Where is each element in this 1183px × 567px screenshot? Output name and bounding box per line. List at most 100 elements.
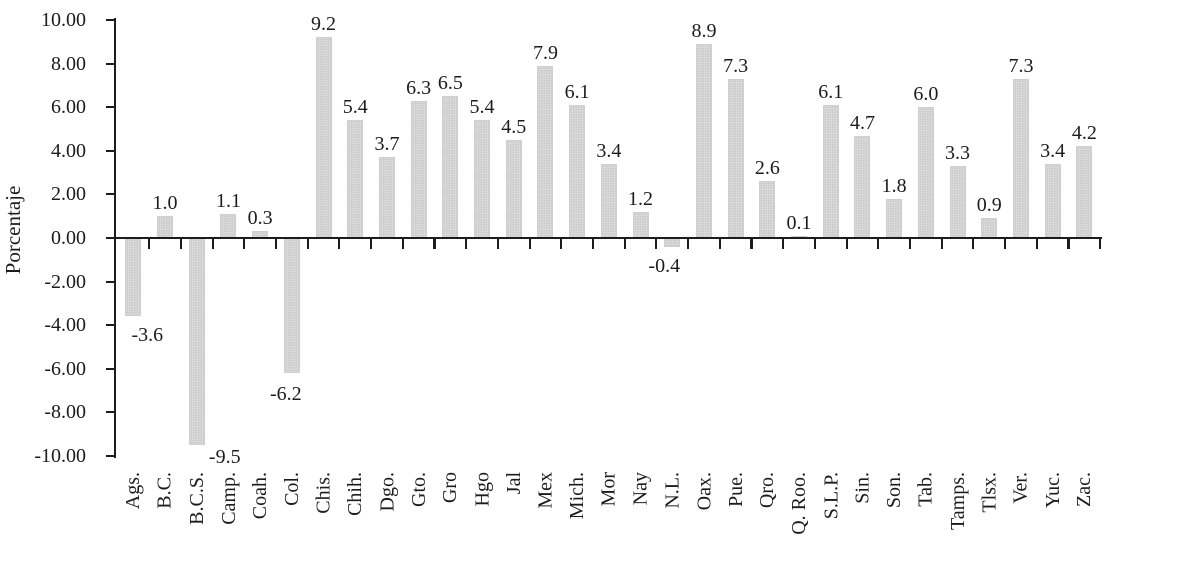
x-category-label: N.L. <box>661 472 684 509</box>
bar <box>632 211 649 238</box>
bar-value-label: 7.3 <box>723 54 749 77</box>
bar-value-label: -0.4 <box>648 254 681 277</box>
x-tick-mark <box>401 238 404 249</box>
bar-value-label: -9.5 <box>208 446 241 469</box>
bar <box>1076 146 1093 238</box>
bar <box>188 238 205 446</box>
y-tick-mark <box>105 106 114 109</box>
x-category-label: Ags. <box>122 472 145 510</box>
bar-value-label: 3.7 <box>374 133 400 156</box>
bar-value-label: 6.5 <box>437 72 463 95</box>
x-tick-mark <box>782 238 785 249</box>
x-category-label: Chih. <box>344 472 367 516</box>
bar <box>474 120 491 238</box>
y-tick-mark <box>105 280 114 283</box>
bar <box>886 198 903 238</box>
bar <box>125 238 142 317</box>
x-tick-mark <box>179 238 182 249</box>
bar-value-label: 8.9 <box>691 19 717 42</box>
x-tick-mark <box>591 238 595 249</box>
x-tick-mark <box>496 238 499 249</box>
x-tick-mark <box>877 238 880 249</box>
x-tick-mark <box>528 238 531 249</box>
x-category-label: Chis. <box>312 472 335 514</box>
bar <box>410 100 427 238</box>
bar-value-label: 6.1 <box>818 81 844 104</box>
x-tick-mark <box>908 238 912 249</box>
x-tick-mark <box>465 238 468 249</box>
x-tick-mark <box>813 238 816 249</box>
x-category-label: Oax. <box>692 472 715 511</box>
x-tick-mark <box>718 238 721 249</box>
bar-value-label: 3.4 <box>1040 139 1066 162</box>
x-tick-mark <box>370 238 373 249</box>
bar <box>315 37 332 238</box>
x-category-label: Yuc. <box>1041 472 1064 509</box>
x-category-label: Pue. <box>724 472 747 507</box>
y-tick-mark <box>105 18 114 22</box>
x-tick-mark <box>1067 238 1070 249</box>
y-tick-label: -2.00 <box>44 270 86 293</box>
bar-value-label: 1.0 <box>152 192 178 215</box>
y-tick-label: 0.00 <box>51 227 86 249</box>
x-category-label: Zac. <box>1073 472 1096 507</box>
x-tick-mark <box>1099 238 1102 249</box>
x-tick-mark <box>623 238 626 249</box>
bar-value-label: 0.9 <box>976 194 1002 217</box>
x-category-label: Dgo. <box>375 472 398 512</box>
x-category-label: Gro <box>439 472 462 504</box>
x-category-label: Q. Roo. <box>788 472 811 535</box>
bar-value-label: 6.1 <box>564 81 590 104</box>
y-tick-label: -4.00 <box>44 314 86 337</box>
bar-value-label: 0.1 <box>786 211 812 234</box>
bar-value-label: -3.6 <box>131 324 164 347</box>
bar-value-label: 3.3 <box>945 142 971 165</box>
bar-value-label: 6.0 <box>913 83 939 106</box>
x-tick-mark <box>940 238 943 249</box>
y-tick-mark <box>105 62 114 65</box>
x-tick-mark <box>338 238 341 249</box>
x-category-label: Nay <box>629 472 652 506</box>
y-tick-mark <box>105 411 114 414</box>
x-category-label: Coah. <box>249 472 272 520</box>
x-category-label: Hgo <box>471 472 494 507</box>
bar <box>347 120 364 238</box>
x-tick-mark <box>306 238 309 249</box>
x-category-label: Tlsx. <box>978 472 1001 513</box>
bar-value-label: 7.3 <box>1008 54 1034 77</box>
y-tick-label: -6.00 <box>44 357 86 380</box>
bar <box>664 238 681 247</box>
y-tick-label: 2.00 <box>51 183 86 206</box>
x-tick-mark <box>560 238 563 249</box>
bar <box>727 78 744 238</box>
y-tick-mark <box>105 454 114 458</box>
x-tick-mark <box>845 238 848 249</box>
x-category-label: Sin. <box>851 472 874 504</box>
x-tick-mark <box>687 238 690 249</box>
bar <box>157 216 174 238</box>
x-tick-mark <box>433 238 436 249</box>
x-tick-mark <box>211 238 214 249</box>
y-tick-label: 10.00 <box>41 9 86 31</box>
x-tick-mark <box>655 238 658 249</box>
y-tick-label: -10.00 <box>34 445 86 467</box>
bar-value-label: -6.2 <box>270 383 302 406</box>
bar-value-label: 3.4 <box>596 139 622 162</box>
bar-value-label: 5.4 <box>469 96 495 119</box>
y-tick-mark <box>105 236 114 240</box>
bar-value-label: 0.3 <box>247 207 273 230</box>
y-tick-label: 8.00 <box>51 52 86 75</box>
bar-value-label: 1.1 <box>215 190 241 213</box>
y-tick-mark <box>105 149 114 152</box>
bar-value-label: 6.3 <box>406 76 432 99</box>
bar <box>917 107 934 238</box>
x-tick-mark <box>148 238 151 249</box>
y-tick-mark <box>105 324 114 327</box>
y-tick-label: 6.00 <box>51 96 86 119</box>
bar <box>600 163 617 238</box>
x-category-label: Mor <box>597 472 620 507</box>
y-tick-label: -8.00 <box>44 401 86 424</box>
x-category-label: B.C.S. <box>185 472 208 525</box>
x-category-label: Tab. <box>914 472 937 507</box>
